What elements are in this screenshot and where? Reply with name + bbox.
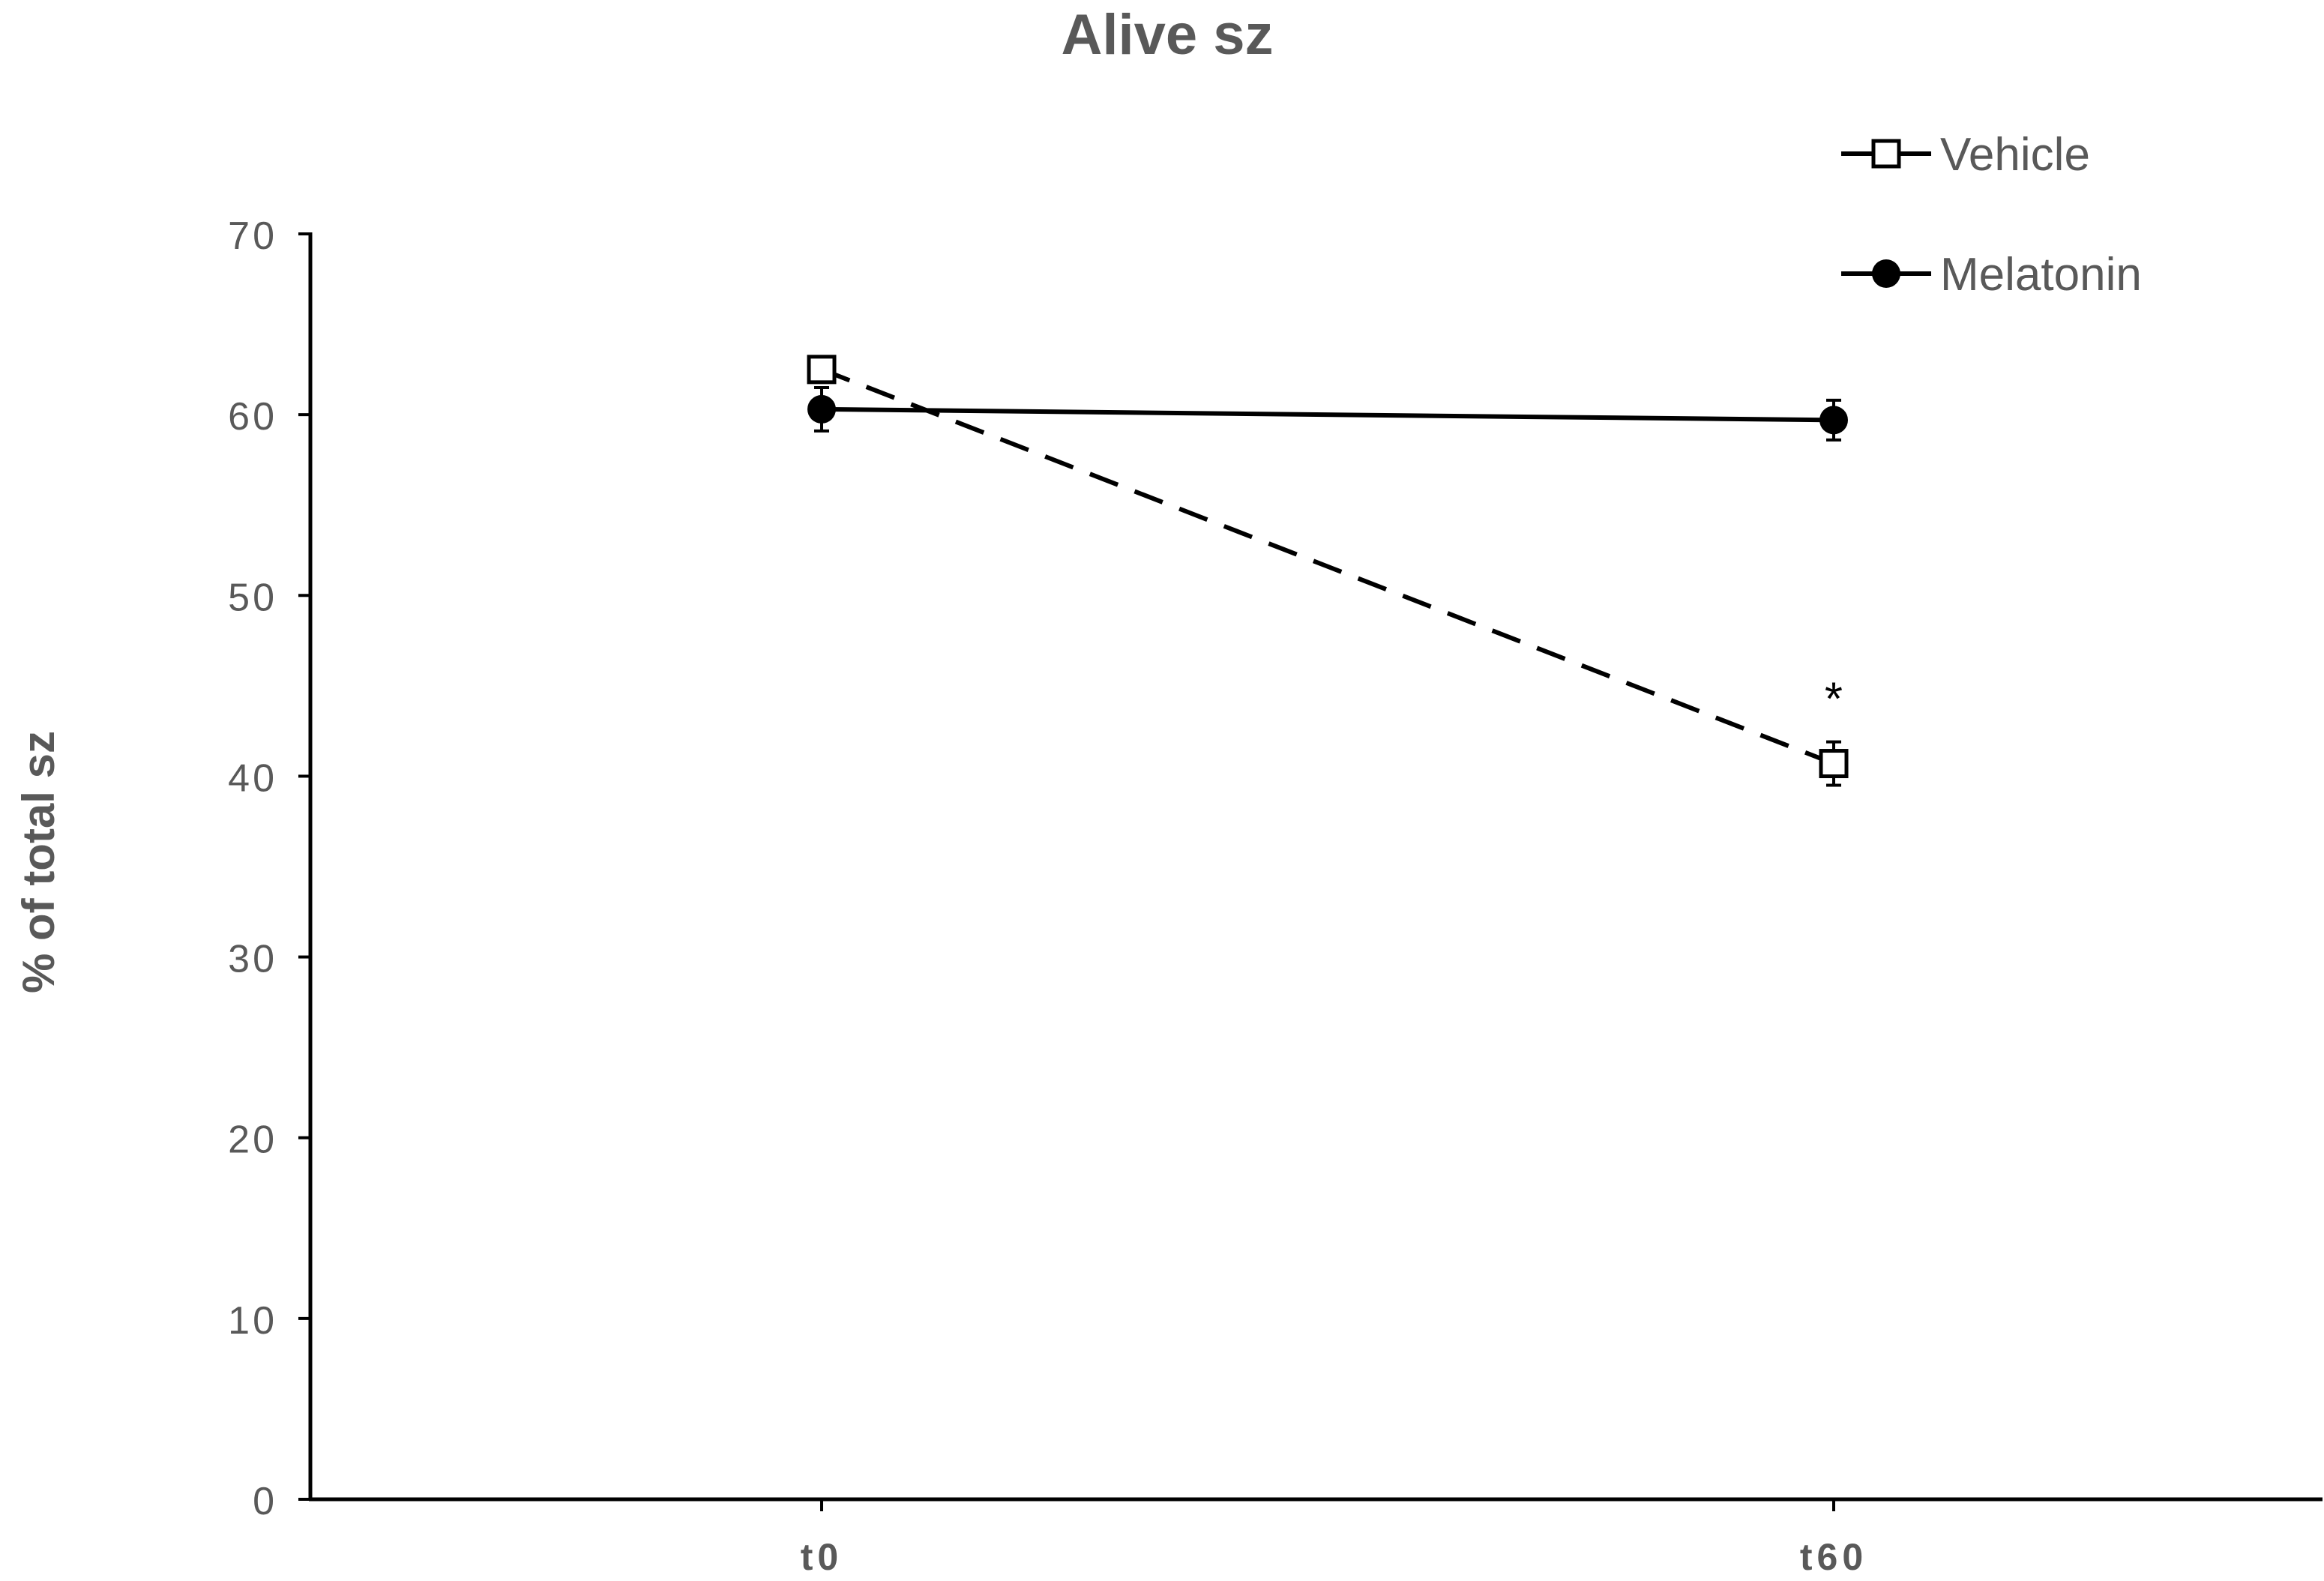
- melatonin-point: [1819, 406, 1848, 435]
- vehicle-point: [1819, 749, 1849, 779]
- x-tick-label: t0: [801, 1536, 843, 1577]
- x-tick-label: t60: [1800, 1536, 1867, 1577]
- y-tick-label: 20: [228, 1118, 277, 1162]
- axes: 0 10 20 30 40 50 60 70 t0 t60: [228, 214, 2323, 1578]
- y-tick-label: 60: [228, 395, 277, 439]
- y-tick-label: 50: [228, 576, 277, 619]
- vehicle-series: [807, 355, 1849, 787]
- significance-marker: *: [1825, 674, 1843, 726]
- legend-label: Vehicle: [1940, 129, 2090, 181]
- melatonin-point: [807, 394, 836, 424]
- y-axis-label: % of total sz: [13, 731, 64, 993]
- legend-marker: [1871, 139, 1901, 169]
- plot-area: *: [807, 355, 1849, 787]
- melatonin-line: [821, 406, 1834, 423]
- y-tick-label: 0: [253, 1480, 277, 1523]
- legend-item-melatonin: Melatonin: [1841, 249, 2142, 301]
- vehicle-point: [807, 355, 837, 385]
- y-tick-label: 70: [228, 214, 277, 258]
- legend-label: Melatonin: [1940, 249, 2142, 301]
- melatonin-series: [807, 385, 1848, 442]
- vehicle-line: [820, 367, 1835, 766]
- y-tick-label: 10: [228, 1299, 277, 1343]
- legend: Vehicle Melatonin: [1841, 129, 2142, 301]
- y-tick-label: 40: [228, 756, 277, 800]
- legend-marker: [1872, 259, 1900, 288]
- y-tick-label: 30: [228, 938, 277, 981]
- legend-item-vehicle: Vehicle: [1841, 129, 2090, 181]
- chart-title: Alive sz: [1061, 3, 1273, 67]
